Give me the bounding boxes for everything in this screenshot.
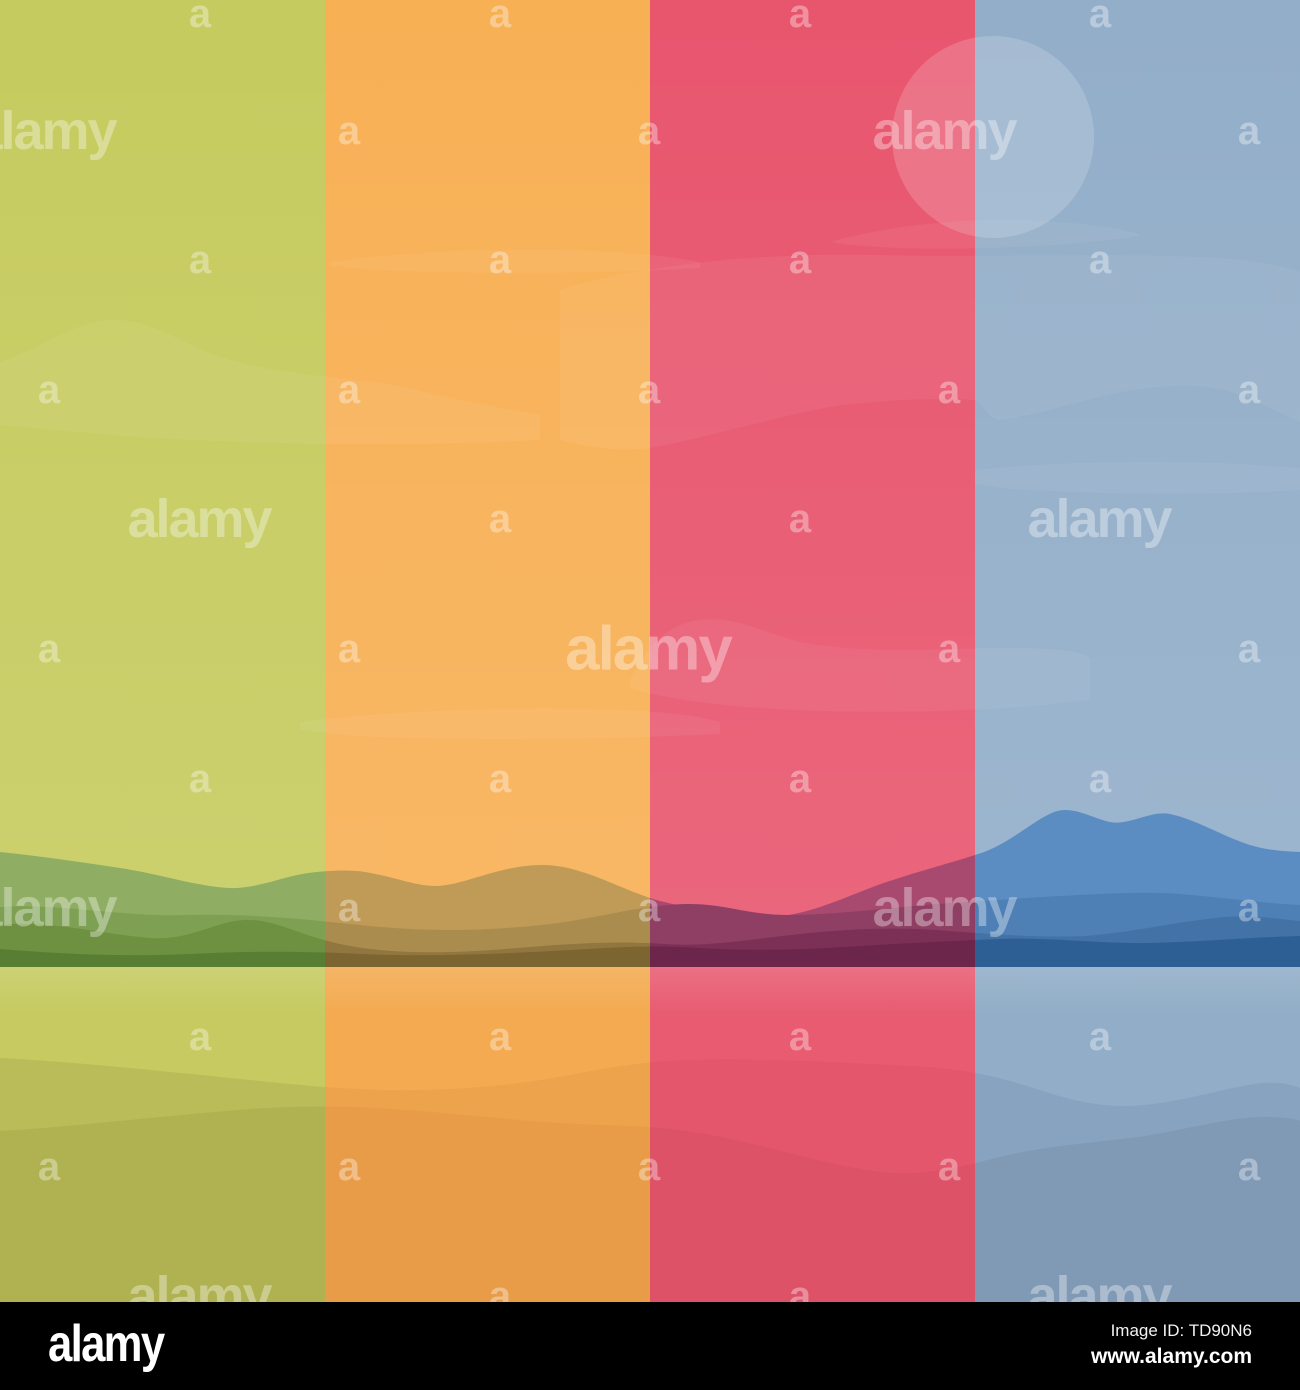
cloud-line-top-red [830,219,1140,249]
watermark-letter: a [338,368,361,412]
watermark-letter: a [789,0,812,36]
watermark-logo: alamy [1027,1266,1172,1302]
watermark-logo: alamy [0,878,118,938]
watermark-letter: a [38,1145,61,1189]
watermark-letter: a [489,757,512,801]
watermark-letter: a [489,0,512,36]
watermark-letter: a [1238,627,1261,671]
footer-bar: alamy Image ID: TD90N6 www.alamy.com [0,1302,1300,1390]
moon [892,36,1094,238]
watermark-logo: alamy [127,1266,272,1302]
watermark-letter: a [338,627,361,671]
watermark-letter: a [1238,109,1261,153]
watermark-letter: a [938,1145,961,1189]
cloud-line-orange [330,249,700,273]
watermark-letter: a [489,1274,512,1302]
cloud-line-blue [975,462,1300,494]
watermark-logo: alamy [872,878,1017,938]
watermark-letter: a [189,757,212,801]
watermark-logo: alamy [1027,489,1172,549]
watermark-logo: alamy [872,101,1017,161]
watermark-letter: a [338,1145,361,1189]
watermark-letter: a [38,368,61,412]
watermark-letter: a [789,1274,812,1302]
landscape-artwork: a a a a alamy a a alamy a a a a a a a a a a alamy a a alamy a a… [0,0,1300,1302]
watermark-letter: a [338,886,361,930]
cloud-stratum-high [560,254,1300,450]
alamy-logo: alamy [48,1315,165,1373]
sky-gradient-overlay [0,0,1300,967]
watermark-letter: a [489,497,512,541]
horizon-glow [0,967,1300,1015]
watermark-letter: a [189,0,212,36]
watermark-letter: a [1238,886,1261,930]
footer-credits: Image ID: TD90N6 www.alamy.com [1091,1320,1252,1371]
cloud-swell-green [0,319,540,445]
watermark-letter: a [189,1015,212,1059]
watermark-letter: a [789,757,812,801]
watermark-letter: a [489,1015,512,1059]
watermark-letter: a [38,627,61,671]
watermark-letter: a [938,368,961,412]
watermark-letter: a [789,238,812,282]
watermark-letter: a [938,627,961,671]
watermark-letter: a [1238,1145,1261,1189]
watermark-letter: a [789,497,812,541]
watermark-letter: a [789,1015,812,1059]
image-id-text: Image ID: TD90N6 [1110,1321,1252,1341]
watermark-letter: a [638,1145,661,1189]
watermark-letter: a [638,368,661,412]
watermark-logo: alamy [127,489,272,549]
watermark-letter: a [189,238,212,282]
watermark-letter: a [1089,0,1112,36]
watermark-letter: a [638,109,661,153]
clouds [0,219,1300,739]
watermark-letter: a [1089,238,1112,282]
watermark-letter: a [338,109,361,153]
website-url-text: www.alamy.com [1090,1345,1252,1369]
watermark-letter: a [1238,368,1261,412]
watermark-letter: a [1089,1015,1112,1059]
watermark-logo: alamy [0,101,118,161]
cloud-bump-red [630,619,1090,712]
cloud-line-low [300,708,720,739]
watermark-letter: a [489,238,512,282]
watermark-letter: a [1089,757,1112,801]
watermark-logo: alamy [565,615,733,684]
watermark-letter: a [638,886,661,930]
